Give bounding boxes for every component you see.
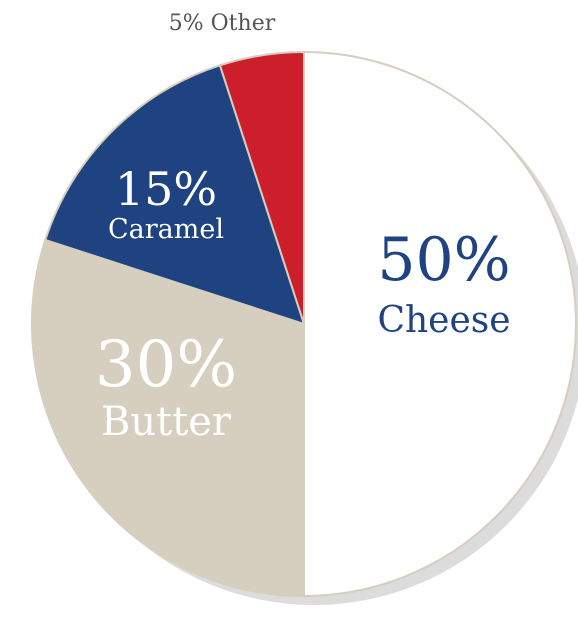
slice-name-label-butter: Butter	[101, 399, 232, 445]
slice-percent-label-cheese: 50%	[377, 225, 510, 295]
slice-percent-label-caramel: 15%	[115, 162, 217, 216]
slice-outside-label-other: 5% Other	[169, 11, 276, 36]
slice-percent-label-butter: 30%	[95, 328, 237, 402]
slice-name-label-caramel: Caramel	[108, 214, 224, 245]
pie-slice-caramel	[44, 64, 306, 326]
pie-slice-cheese	[303, 50, 577, 598]
pie-slice-butter	[31, 238, 305, 598]
slice-name-label-cheese: Cheese	[377, 300, 510, 341]
pie-slice-other	[218, 50, 305, 325]
